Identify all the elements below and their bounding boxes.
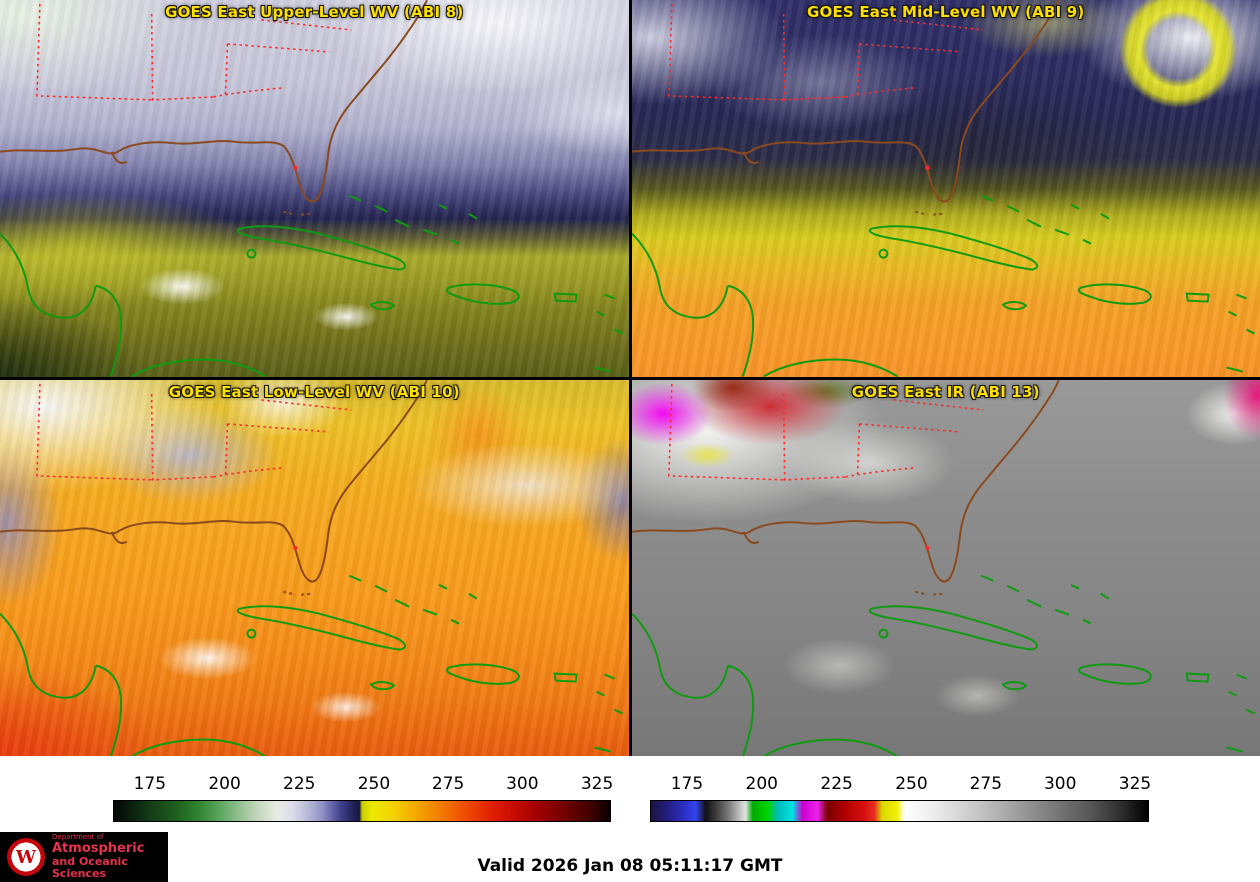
panel-title-upper-wv: GOES East Upper-Level WV (ABI 8) [165,3,464,21]
satellite-image-mid-wv [631,0,1260,377]
satellite-image-upper-wv [0,0,629,377]
panel-grid: GOES East Upper-Level WV (ABI 8) GOES Ea… [0,0,1260,756]
tick-label: 175 [133,774,167,794]
tick-label: 300 [506,774,539,794]
panel-title-mid-wv: GOES East Mid-Level WV (ABI 9) [807,3,1085,21]
tick-label: 200 [208,774,241,794]
tick-label: 200 [745,774,778,794]
tick-label: 250 [895,774,928,794]
panel-ir: GOES East IR (ABI 13) [631,379,1260,756]
panel-mid-level-wv: GOES East Mid-Level WV (ABI 9) [631,0,1260,377]
valid-time: Valid 2026 Jan 08 05:11:17 GMT [477,856,783,876]
colorbar-row: 175 200 225 250 275 300 325 175 200 225 … [0,756,1260,830]
tick-label: 175 [670,774,704,794]
uw-crest-icon: W [7,838,45,876]
tick-label: 300 [1043,774,1077,794]
logo-title-line1: Atmospheric [52,840,145,856]
satellite-image-ir [631,379,1260,756]
aos-logo: W Department of Atmospheric and Oceanic … [0,832,168,882]
aos-logo-text: Department of Atmospheric and Oceanic Sc… [52,832,161,880]
wv-colorbar: 175 200 225 250 275 300 325 [113,772,614,822]
tick-label: 275 [969,774,1003,794]
satellite-image-low-wv [0,379,629,756]
panel-low-level-wv: GOES East Low-Level WV (ABI 10) [0,379,629,756]
ir-colorbar-gradient [650,800,1149,822]
crest-letter: W [15,846,37,868]
wv-colorbar-ticks: 175 200 225 250 275 300 325 [113,772,614,798]
tick-label: 225 [820,774,853,794]
ir-colorbar: 175 200 225 250 275 300 325 [650,772,1152,822]
panel-title-low-wv: GOES East Low-Level WV (ABI 10) [168,382,460,401]
wv-colorbar-gradient [113,800,611,822]
logo-title-line2: and Oceanic Sciences [52,854,128,880]
panel-upper-level-wv: GOES East Upper-Level WV (ABI 8) [0,0,629,377]
logo-dept-line: Department of [52,832,104,841]
tick-label: 325 [1118,774,1152,794]
panel-title-ir: GOES East IR (ABI 13) [851,382,1040,401]
tick-label: 250 [357,774,391,794]
ir-colorbar-ticks: 175 200 225 250 275 300 325 [650,772,1152,798]
tick-label: 275 [431,774,465,794]
footer: W Department of Atmospheric and Oceanic … [0,830,1260,882]
tick-label: 225 [283,774,316,794]
tick-label: 325 [580,774,614,794]
